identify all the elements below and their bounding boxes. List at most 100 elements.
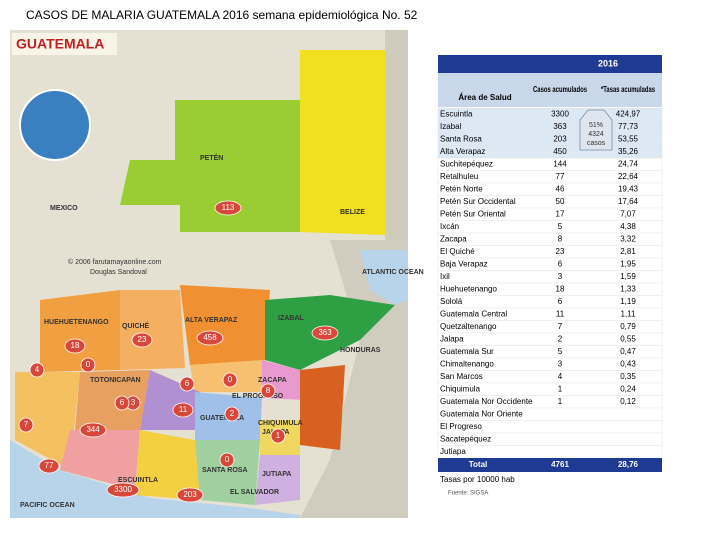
cell-number: 2: [558, 334, 563, 343]
count-label: 344: [86, 425, 100, 434]
cell-number: 50: [556, 197, 565, 206]
label: ATLANTIC OCEAN: [362, 269, 424, 276]
cell-name: Baja Verapaz: [440, 259, 488, 268]
count-label: 7: [24, 420, 29, 429]
cell-number: 0,12: [620, 397, 636, 406]
label: QUICHÉ: [122, 321, 150, 330]
san-marcos: [15, 372, 80, 470]
cell-number: 7: [558, 322, 563, 331]
header-bg: [438, 73, 662, 107]
count-bubble: [18, 417, 34, 433]
copyright: © 2006 farutamayaonline.com: [68, 258, 162, 266]
table: 2016 Área de Salud Casos acumulados *Tasas …: [437, 55, 663, 497]
count-bubble: [29, 362, 45, 378]
cell-number: 0,24: [620, 384, 636, 393]
cell-name: Guatemala Central: [440, 309, 507, 318]
atlantic: [360, 250, 408, 305]
label: JUTIAPA: [262, 471, 291, 478]
label: PETÉN: [200, 153, 223, 162]
cell-number: 0,35: [620, 372, 636, 381]
year: 2016: [598, 58, 618, 68]
cell-name: Petén Norte: [440, 184, 483, 193]
slide-title: CASOS DE MALARIA GUATEMALA 2016 semana e…: [26, 8, 418, 22]
label: ZACAPA: [258, 377, 287, 384]
cell-name: Alta Verapaz: [440, 147, 485, 156]
cell-name: Chiquimula: [440, 384, 481, 393]
count-bubble: [38, 458, 60, 474]
label: GUATEMALA: [200, 415, 244, 422]
year-bar: [438, 55, 662, 73]
cell-number: 8: [558, 234, 563, 243]
header: Casos acumulados: [533, 85, 587, 94]
cell-number: 4: [558, 372, 563, 381]
cell-number: 1: [558, 384, 563, 393]
count-label: 3: [131, 398, 136, 407]
cell-number: 1,19: [620, 297, 636, 306]
map: GUATEMALA © 2006 farutamayaonline.com Do…: [10, 30, 424, 518]
label: HUEHUETENANGO: [44, 319, 109, 326]
cell-number: 19,43: [618, 184, 639, 193]
jutiapa: [255, 455, 300, 505]
count-bubble: [311, 325, 339, 341]
count-label: 458: [203, 333, 217, 342]
cell-name: Chimaltenango: [440, 359, 494, 368]
cell-number: 363: [553, 122, 567, 131]
alta-verapaz: [180, 285, 270, 365]
cell-number: 0,55: [620, 334, 636, 343]
count-label: 363: [318, 328, 332, 337]
cell-number: 22,64: [618, 172, 639, 181]
cell-number: 424,97: [616, 109, 641, 118]
count-bubble: [64, 338, 86, 354]
cell-number: 3,32: [620, 234, 636, 243]
quiche: [120, 290, 185, 370]
count-bubble: [80, 357, 96, 373]
count-label: 203: [183, 490, 197, 499]
label: PACIFIC OCEAN: [20, 502, 75, 509]
count-label: 8: [266, 386, 271, 395]
retalhuleu: [60, 430, 140, 490]
cell-number: 144: [553, 159, 567, 168]
cell-name: Ixcán: [440, 222, 459, 231]
cell-number: 3: [558, 272, 563, 281]
cell-name: Escuintla: [440, 109, 473, 118]
count-bubble: [270, 428, 286, 444]
huehuetenango: [40, 290, 120, 372]
label: IZABAL: [278, 315, 304, 322]
cell-number: 1,95: [620, 259, 636, 268]
callout-text: 4324: [588, 131, 604, 138]
cell-number: 11: [556, 309, 565, 318]
cell-number: 5: [558, 222, 563, 231]
cell-number: 7,07: [620, 209, 636, 218]
count-label: 3300: [114, 485, 132, 494]
callout-text: 51%: [589, 122, 603, 129]
label: SANTA ROSA: [202, 467, 248, 474]
peten-west: [120, 100, 330, 232]
label: ESCUINTLA: [118, 477, 158, 484]
chiquimula: [300, 365, 345, 450]
cell-number: 0,79: [620, 322, 636, 331]
label: EL SALVADOR: [230, 489, 279, 496]
cell-number: 1,11: [621, 309, 637, 318]
count-label: 113: [222, 203, 235, 212]
count-bubble: [106, 482, 140, 498]
cell-number: 35,26: [618, 147, 639, 156]
cell-name: Guatemala Nor Occidente: [440, 397, 533, 406]
count-bubble: [260, 383, 276, 399]
count-bubble: [196, 330, 224, 346]
callout-arrow: [579, 109, 613, 151]
cell-number: 18: [556, 284, 565, 293]
belize: [385, 30, 408, 260]
count-bubble: [214, 200, 242, 216]
cell-number: 23: [556, 247, 565, 256]
total-cell: Total: [469, 460, 488, 469]
total-bar: [438, 458, 662, 472]
cell-name: Petén Sur Oriental: [440, 209, 506, 218]
count-label: 2: [230, 409, 235, 418]
quetzaltenango: [75, 370, 150, 430]
peten-east: [300, 50, 385, 235]
count-label: 4: [35, 365, 40, 374]
count-bubble: [172, 402, 194, 418]
globe: [19, 89, 91, 161]
count-label: 77: [45, 461, 54, 470]
